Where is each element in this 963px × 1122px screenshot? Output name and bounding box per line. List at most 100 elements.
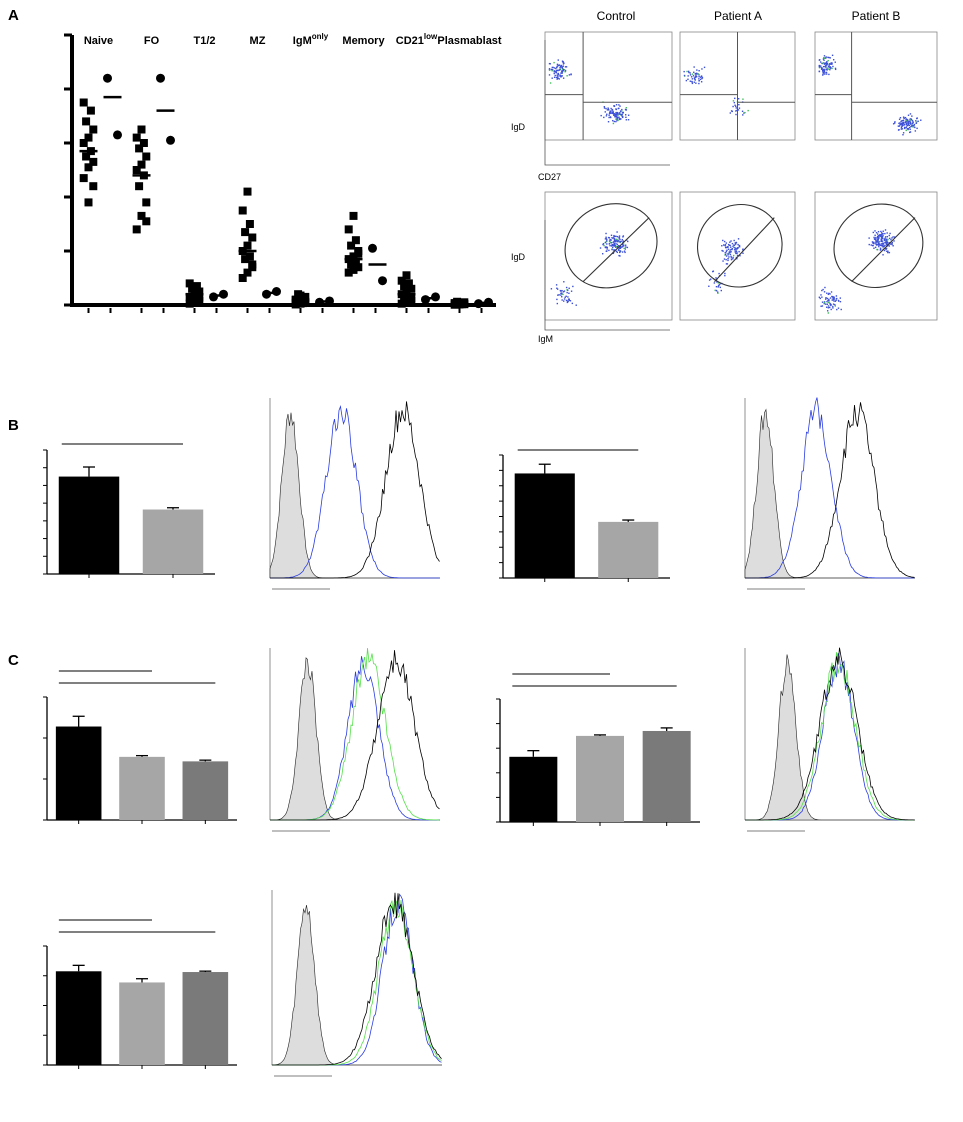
flow-event-dot — [731, 247, 733, 250]
flow-event-dot — [627, 114, 630, 116]
flow-plot-frame — [544, 31, 673, 141]
flow-event-dot — [612, 119, 614, 122]
flow-event-dot — [568, 299, 570, 301]
flow-event-dot — [608, 114, 610, 116]
flow-event-dot — [553, 70, 555, 73]
flow-event-dot — [742, 98, 744, 100]
flow-event-dot — [881, 237, 883, 239]
flow-event-dot — [612, 249, 615, 251]
flow-event-dot — [607, 236, 610, 239]
flow-event-dot — [607, 121, 610, 123]
flow-event-dot — [823, 55, 826, 57]
flow-event-dot — [905, 123, 908, 125]
flow-event-dot — [878, 236, 880, 239]
flow-event-dot — [551, 70, 553, 72]
flow-event-dot — [881, 235, 884, 238]
a-point-control — [142, 152, 151, 161]
flow-event-dot — [899, 123, 902, 125]
flow-event-dot — [909, 131, 911, 134]
a-point-control — [241, 255, 250, 264]
flow-event-dot — [612, 237, 614, 240]
flow-event-dot — [558, 294, 560, 296]
flow-event-dot — [619, 240, 622, 243]
flow-event-dot — [605, 115, 608, 117]
flow-event-dot — [728, 256, 730, 258]
flow-event-dot — [620, 110, 622, 113]
a-point-control — [400, 282, 409, 291]
flow-event-dot — [683, 70, 685, 73]
flow-event-dot — [906, 122, 908, 124]
flow-event-dot — [615, 115, 618, 118]
flow-event-dot — [883, 238, 886, 241]
flow-event-dot — [613, 249, 616, 251]
flow-event-dot — [685, 79, 688, 82]
flow-event-dot — [905, 126, 907, 129]
flow-event-dot — [826, 297, 829, 300]
flow-event-dot — [728, 252, 731, 255]
flow-event-dot — [564, 69, 566, 71]
a-point-patient — [103, 73, 112, 83]
flow-event-dot — [552, 66, 554, 69]
flow-event-dot — [612, 112, 614, 115]
flow-event-dot — [831, 299, 833, 301]
flow-event-dot — [567, 298, 570, 300]
flow-event-dot — [561, 68, 564, 70]
flow-event-dot — [718, 284, 720, 286]
flow-event-dot — [874, 238, 876, 241]
flow-event-dot — [728, 251, 730, 253]
flow-event-dot — [877, 235, 880, 237]
a-category-label: FO — [144, 35, 160, 47]
flow-event-dot — [886, 240, 889, 242]
flow-event-dot — [878, 241, 880, 243]
flow-event-dot — [742, 114, 744, 116]
a-category-label: CD21low — [396, 32, 438, 47]
flow-event-dot — [557, 294, 559, 296]
flow-event-dot — [734, 243, 737, 245]
flow-event-dot — [562, 61, 564, 63]
flow-event-dot — [835, 299, 837, 302]
flow-event-dot — [870, 244, 872, 246]
flow-event-dot — [827, 293, 830, 296]
a-point-patient — [272, 287, 281, 296]
flow-event-dot — [741, 110, 744, 113]
flow-event-dot — [885, 241, 888, 244]
flow-event-dot — [743, 112, 745, 114]
flow-event-dot — [914, 130, 917, 132]
a-point-control — [84, 133, 93, 142]
flow-event-dot — [724, 274, 726, 277]
flow-event-dot — [877, 230, 880, 233]
flow-event-dot — [613, 236, 615, 238]
flow-event-dot — [878, 242, 880, 245]
flow-event-dot — [884, 236, 887, 238]
flow-event-dot — [826, 69, 828, 71]
flow-event-dot — [839, 300, 842, 303]
flow-event-dot — [610, 242, 613, 244]
flow-event-dot — [612, 241, 614, 244]
flow-event-dot — [621, 113, 623, 116]
flow-event-dot — [708, 279, 711, 281]
flow-event-dot — [820, 62, 823, 65]
flow-event-dot — [873, 241, 875, 244]
flow-event-dot — [619, 251, 621, 253]
a-point-control — [238, 206, 247, 215]
flow-event-dot — [818, 59, 821, 61]
flow-event-dot — [883, 239, 886, 241]
flow-event-dot — [882, 232, 884, 235]
a-category-sup: low — [424, 32, 438, 41]
flow-event-dot — [618, 118, 621, 121]
flow-event-dot — [825, 64, 827, 67]
flow-event-dot — [884, 247, 887, 250]
flow-event-dot — [615, 114, 617, 116]
flow-event-dot — [901, 122, 903, 125]
flow-event-dot — [821, 67, 823, 69]
flow-event-dot — [907, 114, 910, 116]
flow-event-dot — [874, 230, 876, 232]
c-taci-bar-2 — [182, 972, 229, 1065]
flow-event-dot — [698, 82, 700, 85]
flow-event-dot — [618, 116, 620, 118]
flow-event-dot — [822, 65, 825, 68]
flow-event-dot — [823, 301, 826, 304]
flow-event-dot — [902, 121, 904, 124]
flow-event-dot — [836, 308, 838, 311]
flow-event-dot — [551, 68, 554, 71]
